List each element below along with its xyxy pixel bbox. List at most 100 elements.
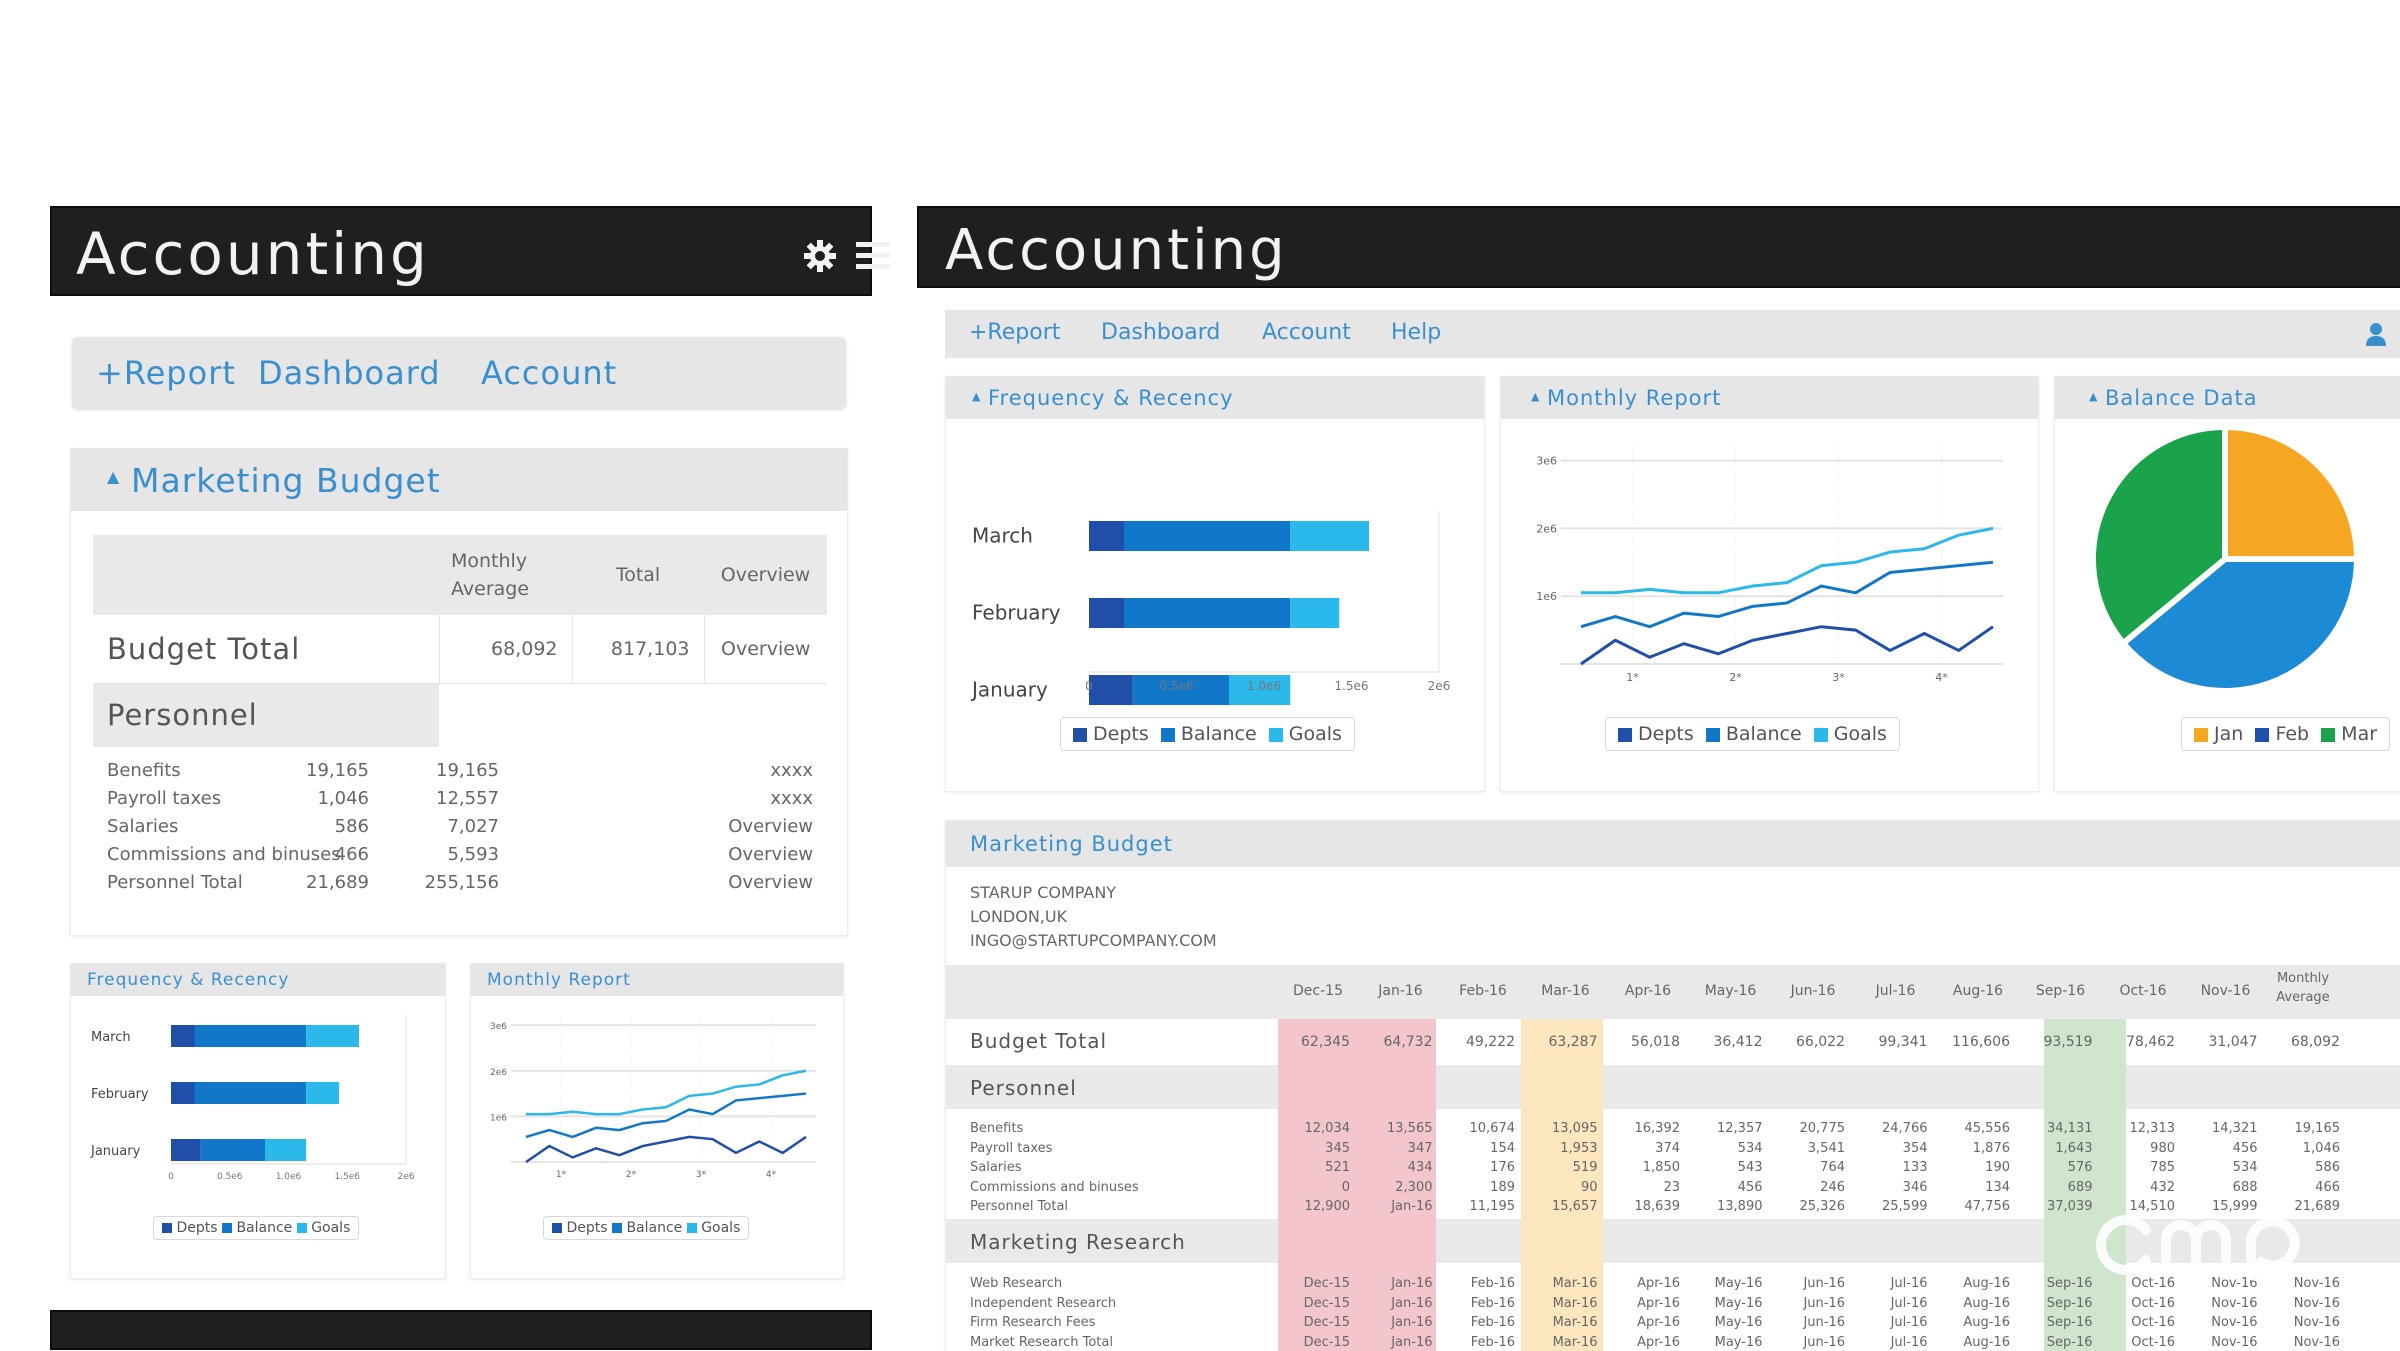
grid-cell: 99,341 bbox=[1878, 1034, 1928, 1050]
grid-cell: Oct-16 bbox=[2131, 1315, 2175, 1330]
grid-cell: Feb-16 bbox=[1470, 1276, 1515, 1291]
grid-cell: 15,999 bbox=[2212, 1199, 2258, 1214]
left-nav-report[interactable]: +Report bbox=[96, 354, 236, 392]
monthly-average-header: Monthly Average bbox=[2276, 971, 2330, 1005]
row-label: Payroll taxes bbox=[107, 788, 222, 809]
x-tick-label: 1* bbox=[1626, 671, 1639, 684]
watermark-logo bbox=[2096, 1215, 2300, 1280]
left-budget-header[interactable]: ▲ Marketing Budget bbox=[71, 449, 847, 511]
bar-category-label: March bbox=[972, 524, 1033, 548]
pie-slice-jan bbox=[2222, 423, 2361, 562]
left-mini-frequency-chart: March February January 0 0.5e6 1.0e6 1.5e6 2e6 bbox=[90, 1015, 415, 1182]
bar-depts bbox=[171, 1082, 195, 1104]
month-header-band bbox=[946, 965, 2400, 1019]
grid-cell: 63,287 bbox=[1548, 1034, 1598, 1050]
hamburger-menu-icon[interactable] bbox=[856, 240, 890, 272]
grid-cell: 689 bbox=[2067, 1179, 2093, 1195]
company-info: STARUP COMPANY LONDON,UK INGO@STARTUPCOM… bbox=[970, 881, 1217, 953]
month-header: Jun-16 bbox=[1790, 983, 1836, 999]
company-email[interactable]: INGO@STARTUPCOMPANY.COM bbox=[970, 931, 1217, 950]
right-nav-dashboard[interactable]: Dashboard bbox=[1101, 320, 1221, 345]
bar-balance bbox=[200, 1139, 265, 1161]
grid-cell: Dec-15 bbox=[1303, 1276, 1350, 1291]
month-header: Sep-16 bbox=[2035, 983, 2086, 999]
grid-cell: 764 bbox=[1820, 1160, 1845, 1175]
row-overview: Overview bbox=[728, 816, 813, 837]
grid-cell: Nov-16 bbox=[2211, 1276, 2258, 1291]
row-label: Benefits bbox=[107, 760, 181, 781]
bar-depts bbox=[1089, 598, 1124, 628]
grid-cell: Jun-16 bbox=[1803, 1276, 1845, 1291]
right-nav-report[interactable]: +Report bbox=[969, 320, 1061, 345]
row-overview: xxxx bbox=[770, 788, 813, 809]
bar-balance bbox=[194, 1082, 307, 1104]
left-mini-frequency-header[interactable]: Frequency & Recency bbox=[71, 964, 445, 996]
grid-cell: 24,766 bbox=[1882, 1121, 1928, 1136]
grid-cell: 3,541 bbox=[1807, 1140, 1845, 1156]
collapse-arrow-icon: ▲ bbox=[1531, 390, 1541, 403]
grid-cell-average: 68,092 bbox=[2291, 1034, 2340, 1050]
grid-cell: 64,732 bbox=[1383, 1034, 1433, 1050]
left-mini-monthly-header[interactable]: Monthly Report bbox=[471, 964, 843, 996]
grid-cell: 345 bbox=[1325, 1140, 1350, 1156]
budget-total-overview[interactable]: Overview bbox=[703, 615, 827, 683]
right-balance-legend: Jan Feb Mar bbox=[2181, 717, 2391, 751]
left-mini-monthly-chart: 3e6 2e6 1e6 1* 2* 3* 4* bbox=[490, 1016, 816, 1180]
bar-goals bbox=[1229, 675, 1291, 705]
left-nav-dashboard[interactable]: Dashboard bbox=[258, 354, 441, 392]
highlight-red-column bbox=[1278, 1019, 1436, 1351]
personnel-row: Benefits 19,165 19,165 xxxx bbox=[107, 757, 827, 785]
row-overview: xxxx bbox=[770, 760, 813, 781]
right-balance-chart bbox=[2090, 423, 2361, 694]
grid-cell: 133 bbox=[1902, 1160, 1928, 1175]
col-total: Total bbox=[615, 564, 661, 586]
personnel-band bbox=[946, 1065, 1278, 1109]
month-header: Feb-16 bbox=[1459, 983, 1507, 999]
month-header: Apr-16 bbox=[1624, 983, 1672, 999]
grid-cell: Mar-16 bbox=[1552, 1295, 1598, 1311]
grid-cell: Jul-16 bbox=[1890, 1276, 1928, 1291]
grid-cell: 93,519 bbox=[2043, 1034, 2093, 1050]
bar-goals bbox=[306, 1082, 340, 1104]
right-budget-header[interactable]: Marketing Budget bbox=[946, 821, 2400, 867]
grid-cell: 13,890 bbox=[1717, 1199, 1763, 1214]
research-row-label: Independent Research bbox=[970, 1295, 1117, 1311]
grid-cell: 374 bbox=[1655, 1140, 1680, 1156]
grid-cell: Aug-16 bbox=[1963, 1295, 2010, 1311]
right-nav-account[interactable]: Account bbox=[1262, 320, 1351, 345]
grid-cell: 66,022 bbox=[1796, 1034, 1845, 1050]
right-frequency-header[interactable]: ▲ Frequency & Recency bbox=[946, 377, 1484, 419]
right-monthly-header[interactable]: ▲ Monthly Report bbox=[1501, 377, 2038, 419]
right-balance-header[interactable]: ▲ Balance Data bbox=[2055, 377, 2400, 419]
grid-cell: May-16 bbox=[1714, 1334, 1763, 1350]
grid-cell: 16,392 bbox=[1634, 1121, 1681, 1136]
y-tick-label: 1e6 bbox=[490, 1113, 507, 1123]
grid-cell: Jul-16 bbox=[1890, 1334, 1928, 1350]
x-tick-label: 4* bbox=[1935, 671, 1948, 684]
bar-category-label: February bbox=[91, 1087, 149, 1102]
grid-cell: 576 bbox=[2067, 1160, 2093, 1175]
grid-cell: May-16 bbox=[1714, 1276, 1763, 1291]
x-tick-label: 0 bbox=[1085, 679, 1093, 693]
grid-cell: 190 bbox=[1985, 1160, 2010, 1175]
right-nav-help[interactable]: Help bbox=[1391, 320, 1442, 345]
grid-cell: Aug-16 bbox=[1963, 1334, 2010, 1350]
gear-icon[interactable] bbox=[802, 238, 838, 274]
bar-balance bbox=[1124, 521, 1291, 551]
grid-cell: 1,850 bbox=[1642, 1160, 1680, 1175]
row-label: Salaries bbox=[107, 816, 179, 837]
grid-cell: 456 bbox=[1737, 1179, 1763, 1195]
right-frequency-panel: ▲ Frequency & Recency March February Janua… bbox=[945, 376, 1485, 792]
grid-cell-average: 586 bbox=[2315, 1160, 2340, 1175]
x-tick-label: 4* bbox=[766, 1170, 777, 1180]
grid-cell: 25,326 bbox=[1799, 1199, 1846, 1214]
month-header: Aug-16 bbox=[1952, 983, 2004, 999]
left-mini-frequency-panel: Frequency & Recency March February January… bbox=[70, 963, 446, 1279]
left-nav-account[interactable]: Account bbox=[481, 354, 618, 392]
grid-cell: Aug-16 bbox=[1963, 1315, 2010, 1330]
research-row-label: Firm Research Fees bbox=[970, 1315, 1096, 1330]
user-icon[interactable] bbox=[2365, 322, 2387, 346]
grid-cell: 154 bbox=[1490, 1140, 1515, 1156]
research-band bbox=[946, 1219, 1278, 1263]
grid-cell: 56,018 bbox=[1631, 1034, 1680, 1050]
